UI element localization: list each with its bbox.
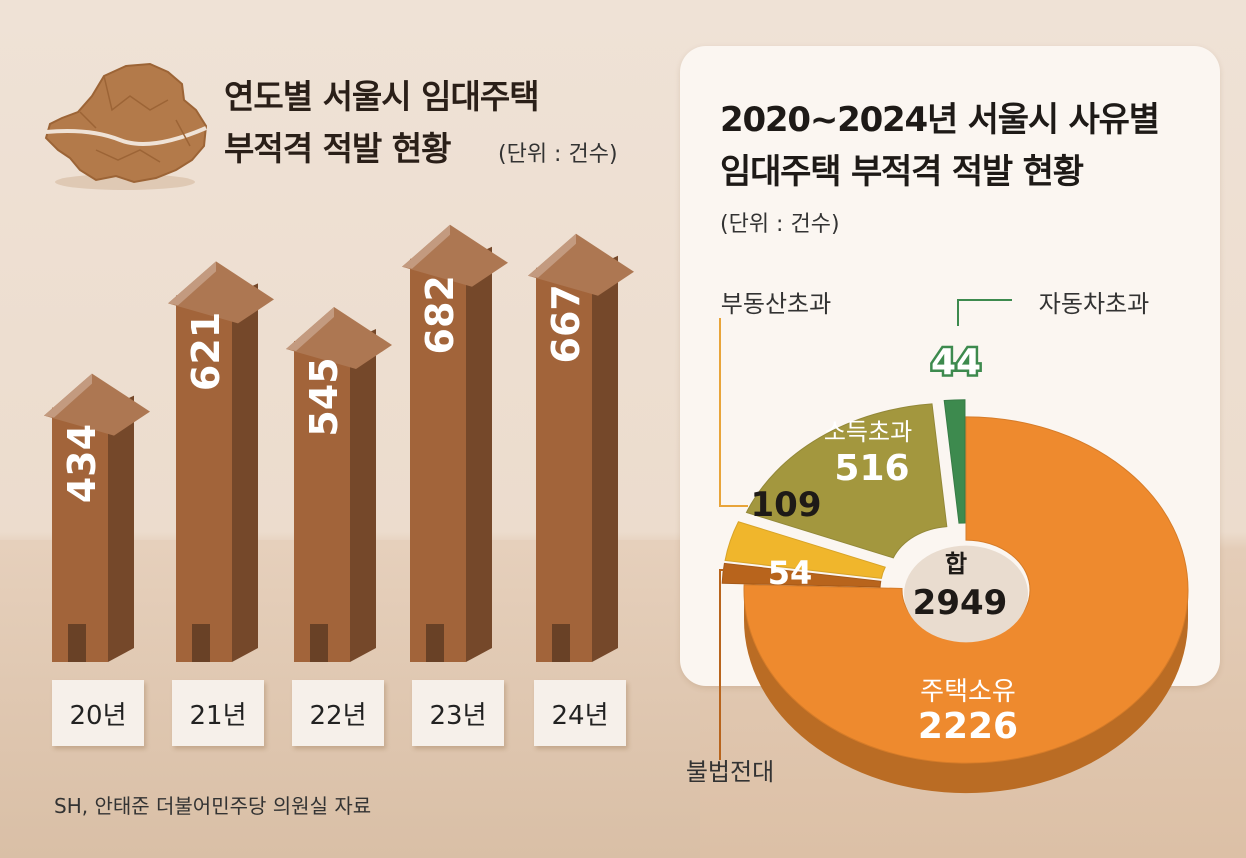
slice-value-소득초과: 516	[834, 448, 909, 489]
right-chart-unit: (단위 : 건수)	[720, 212, 840, 237]
bar-value-label: 545	[302, 357, 346, 436]
bar-22년: 545	[286, 307, 392, 662]
bar-24년: 667	[528, 233, 634, 663]
category-label-20: 20년	[52, 680, 144, 746]
pie-slice-부동산초과	[724, 521, 886, 579]
slice-name-주택소유: 주택소유	[920, 677, 1016, 707]
leader-불법전대	[719, 569, 748, 760]
pie-slice-자동차초과	[943, 399, 966, 524]
slice-value-자동차초과: 44	[931, 342, 981, 383]
slice-value-주택소유: 2226	[918, 706, 1018, 747]
category-label-23: 23년	[412, 680, 504, 746]
donut-hole	[904, 545, 1028, 643]
pie-slice-소득초과	[745, 403, 948, 559]
bar-21년: 621	[168, 261, 274, 662]
bar-value-label: 682	[418, 275, 462, 354]
left-chart-title-line1: 연도별 서울시 임대주택	[224, 77, 540, 116]
source-note: SH, 안태준 더불어민주당 의원실 자료	[54, 794, 372, 818]
slice-name-소득초과: 소득초과	[824, 418, 912, 446]
bars-layer: 434 621 545 682 667	[44, 224, 634, 663]
slice-value-불법전대: 54	[768, 554, 813, 592]
left-chart-title-line2: 부적격 적발 현황	[224, 129, 451, 168]
bar-value-label: 667	[544, 284, 588, 363]
leader-부동산초과	[719, 318, 748, 507]
total-value: 2949	[913, 583, 1008, 623]
slice-name-부동산초과: 부동산초과	[721, 290, 831, 318]
category-label-24: 24년	[534, 680, 626, 746]
pie-slice-불법전대	[721, 562, 882, 588]
slice-name-불법전대: 불법전대	[686, 758, 774, 786]
category-label-22: 22년	[292, 680, 384, 746]
seoul-map-icon	[44, 62, 208, 190]
category-label-21: 21년	[172, 680, 264, 746]
bar-value-label: 434	[60, 424, 104, 503]
right-chart-title-line2: 임대주택 부적격 적발 현황	[720, 152, 1084, 192]
slice-name-자동차초과: 자동차초과	[1039, 290, 1149, 318]
bar-20년: 434	[44, 373, 150, 662]
total-label: 합	[945, 550, 967, 578]
slice-value-부동산초과: 109	[751, 485, 822, 525]
bar-value-label: 621	[184, 312, 228, 391]
right-chart-title-line1: 2020~2024년 서울시 사유별	[720, 100, 1160, 140]
leader-자동차초과	[957, 299, 1012, 326]
bar-23년: 682	[402, 224, 508, 663]
pie-wall-주택소유	[744, 590, 1188, 794]
left-chart-unit: (단위 : 건수)	[498, 142, 618, 167]
